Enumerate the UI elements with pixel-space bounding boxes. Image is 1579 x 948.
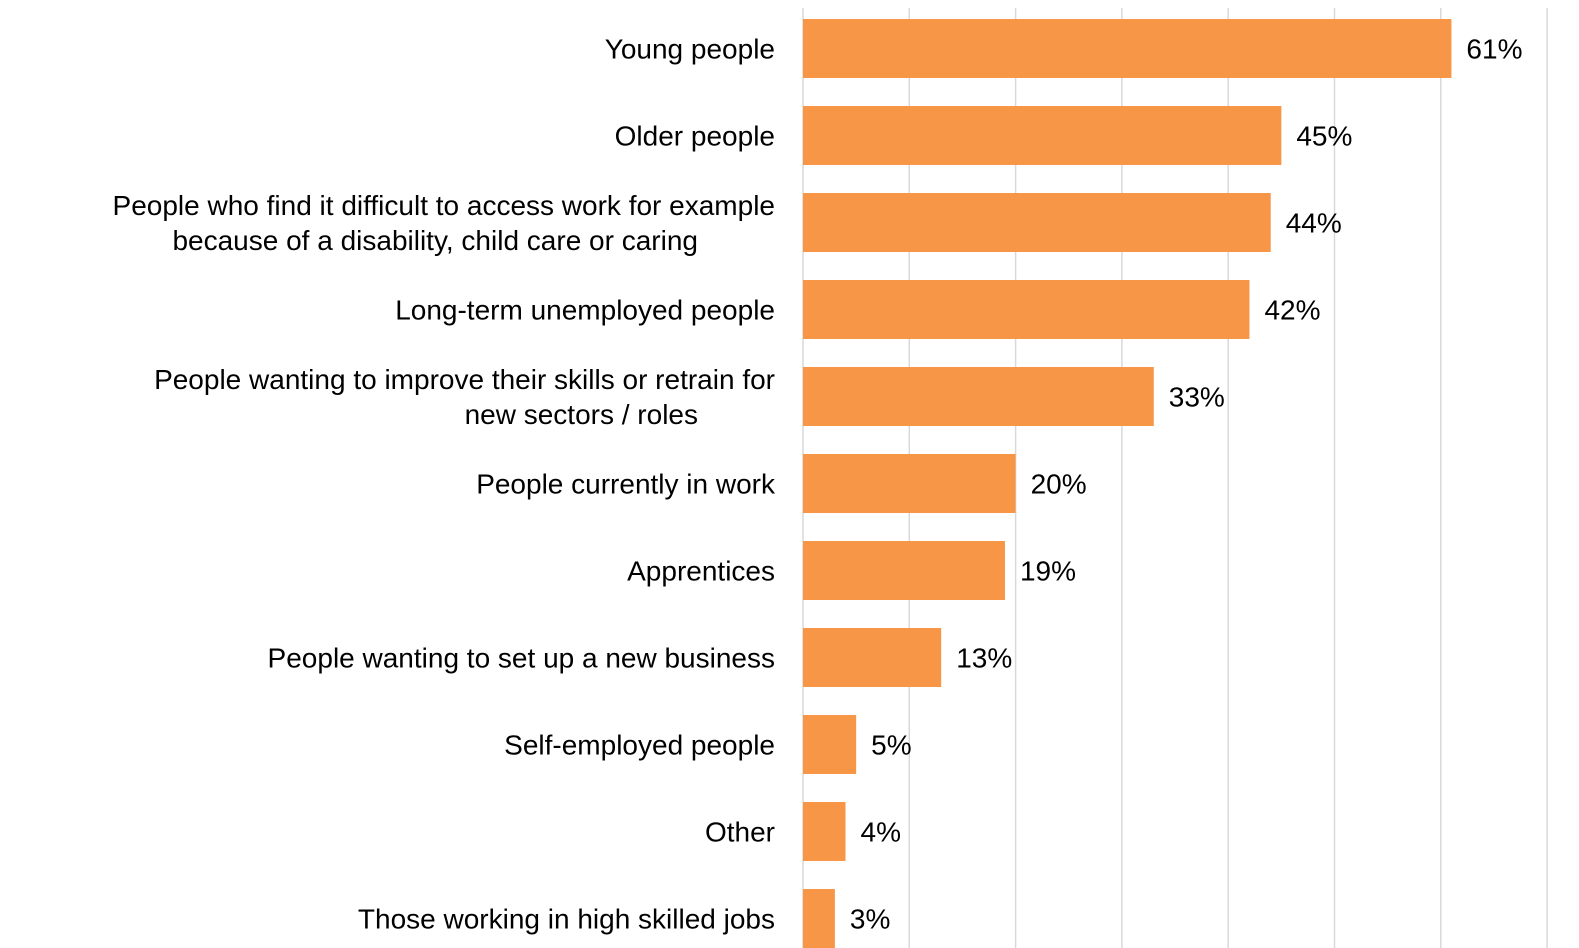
bar [803,802,846,861]
bar [803,541,1005,600]
category-label-line: Apprentices [627,556,775,587]
category-label: Apprentices [627,556,775,587]
category-label-line: People wanting to set up a new business [268,643,775,674]
category-label-line: Older people [615,121,775,152]
data-label: 5% [871,730,911,761]
category-label-line: Self-employed people [504,730,775,761]
data-label: 13% [956,643,1012,674]
bar [803,628,942,687]
data-label: 61% [1466,34,1522,65]
bar [803,889,835,948]
category-labels: Young people Older people People who find … [113,34,776,935]
category-label-line: People wanting to improve their skills o… [154,364,775,395]
data-label: 3% [850,904,890,935]
category-label-line: because of a disability, child care or c… [172,225,698,256]
category-label-line: Those working in high skilled jobs [358,904,775,935]
category-label: Young people [605,34,775,65]
bar [803,19,1452,78]
category-label: Those working in high skilled jobs [358,904,775,935]
category-label: Self-employed people [504,730,775,761]
bars [803,19,1452,948]
category-label-line: People currently in work [476,469,776,500]
category-label: People wanting to set up a new business [268,643,775,674]
data-label: 45% [1296,121,1352,152]
category-label: People who find it difficult to access w… [113,190,775,256]
data-label: 4% [861,817,901,848]
category-label: Long-term unemployed people [395,295,775,326]
bar [803,367,1154,426]
bar [803,454,1016,513]
bar [803,193,1271,252]
category-label: Older people [615,121,775,152]
data-label: 20% [1031,469,1087,500]
data-label: 33% [1169,382,1225,413]
category-label: People wanting to improve their skills o… [154,364,775,430]
category-label-line: Other [705,817,775,848]
data-labels: 61% 45% 44% 42% 33% 20% 19% 13% 5% 4% 3% [850,34,1523,935]
category-label-line: Long-term unemployed people [395,295,775,326]
bar [803,280,1250,339]
category-label-line: Young people [605,34,775,65]
data-label: 44% [1286,208,1342,239]
category-label: People currently in work [476,469,776,500]
category-label-line: People who find it difficult to access w… [113,190,775,221]
bar [803,106,1282,165]
data-label: 42% [1264,295,1320,326]
data-label: 19% [1020,556,1076,587]
category-label: Other [705,817,775,848]
bar [803,715,857,774]
category-label-line: new sectors / roles [465,399,698,430]
